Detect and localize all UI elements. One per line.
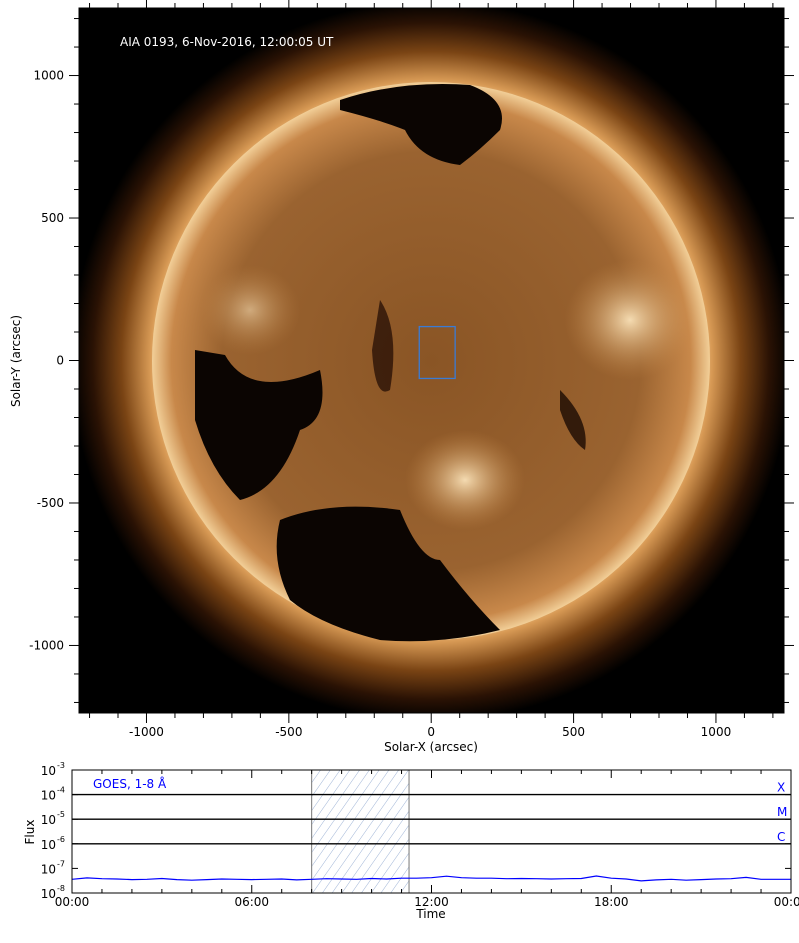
class-label-x: X xyxy=(777,781,785,795)
active-region xyxy=(405,430,525,530)
y-axis-label-flux: Flux xyxy=(23,820,37,845)
y-tick-label: 10 xyxy=(41,862,56,876)
y-tick-exponent: -7 xyxy=(57,859,65,868)
x-tick-label: -500 xyxy=(275,725,302,739)
x-tick-label: 0 xyxy=(427,725,435,739)
goes-ticks: 00:0006:0012:0018:0000:0010-810-710-610-… xyxy=(41,761,799,909)
y-tick-base: 10 xyxy=(41,838,56,852)
y-tick-base: 10 xyxy=(41,887,56,901)
legend-goes: GOES, 1-8 Å xyxy=(93,776,167,791)
y-tick-label: 1000 xyxy=(33,69,64,83)
x-tick-label: -1000 xyxy=(129,725,164,739)
x-tick-label: 1000 xyxy=(701,725,732,739)
coronal-hole-east xyxy=(195,350,323,500)
goes-flux-line xyxy=(71,875,791,882)
coronal-hole-north xyxy=(340,84,502,165)
dark-lane xyxy=(372,300,394,392)
active-region xyxy=(565,260,695,380)
y-tick-label: -1000 xyxy=(29,638,64,652)
dark-lane xyxy=(560,390,586,450)
y-tick-exponent: -8 xyxy=(57,884,65,893)
goes-panel: CMX 00:0006:0012:0018:0000:0010-810-710-… xyxy=(23,761,799,921)
y-tick-label: 10 xyxy=(41,838,56,852)
y-tick-label: 500 xyxy=(41,211,64,225)
y-tick-exponent: -6 xyxy=(57,835,65,844)
x-tick-label: 00:00 xyxy=(55,895,90,909)
y-tick-label: 10 xyxy=(41,813,56,827)
y-axis-label: Solar-Y (arcsec) xyxy=(9,315,23,407)
image-title: AIA 0193, 6-Nov-2016, 12:00:05 UT xyxy=(120,35,334,49)
x-tick-label: 500 xyxy=(562,725,585,739)
class-levels: CMX xyxy=(72,781,791,845)
y-tick-base: 10 xyxy=(41,764,56,778)
highlight-box xyxy=(418,325,456,380)
x-tick-label: 06:00 xyxy=(234,895,269,909)
y-tick-label: 10 xyxy=(41,764,56,778)
y-tick-base: 10 xyxy=(41,862,56,876)
y-tick-exponent: -4 xyxy=(57,786,65,795)
y-tick-base: 10 xyxy=(41,789,56,803)
y-tick-label: 0 xyxy=(56,354,64,368)
x-tick-label: 12:00 xyxy=(414,895,449,909)
plot-area xyxy=(72,770,791,893)
y-tick-label: 10 xyxy=(41,789,56,803)
y-tick-exponent: -3 xyxy=(57,761,65,770)
solar-disk xyxy=(152,82,710,640)
y-tick-label: -500 xyxy=(37,496,64,510)
y-tick-base: 10 xyxy=(41,813,56,827)
x-tick-label: 00:00 xyxy=(774,895,799,909)
class-label-c: C xyxy=(777,830,785,844)
solar-image xyxy=(79,8,784,713)
y-tick-exponent: -5 xyxy=(57,810,65,819)
image-ticks: -1000 -500 0 500 1000 -1000 -500 0 500 1000 xyxy=(29,0,794,739)
x-axis-label: Solar-X (arcsec) xyxy=(384,740,478,754)
coronal-hole-south xyxy=(276,506,500,642)
x-tick-label: 18:00 xyxy=(594,895,629,909)
y-tick-label: 10 xyxy=(41,887,56,901)
solar-image-panel: -1000 -500 0 500 1000 -1000 -500 0 500 1000 AIA 0… xyxy=(9,0,794,754)
shaded-interval xyxy=(311,769,410,894)
x-axis-label-time: Time xyxy=(415,907,445,921)
class-label-m: M xyxy=(777,805,787,819)
active-region xyxy=(200,265,300,355)
